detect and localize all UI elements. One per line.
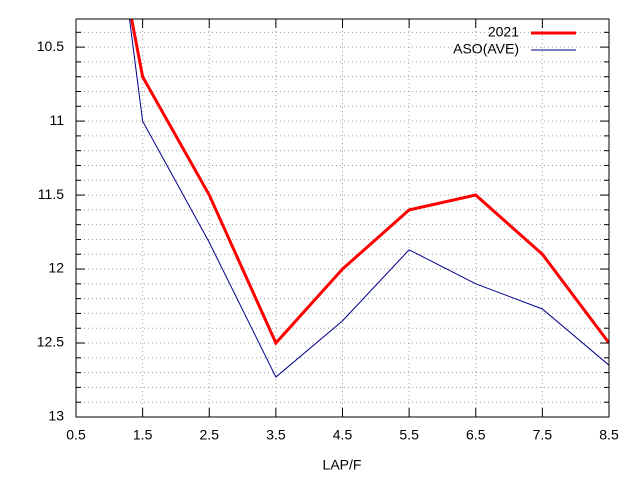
legend-label: 2021 bbox=[488, 24, 519, 40]
x-tick-label: 3.5 bbox=[266, 427, 286, 443]
x-tick-label: 1.5 bbox=[133, 427, 153, 443]
y-tick-label: 11 bbox=[49, 112, 64, 128]
x-tick-label: 2.5 bbox=[200, 427, 220, 443]
x-tick-label: 6.5 bbox=[466, 427, 486, 443]
y-tick-label: 11.5 bbox=[38, 186, 64, 202]
x-tick-label: 5.5 bbox=[399, 427, 419, 443]
series-line bbox=[130, 19, 609, 346]
legend-label: ASO(AVE) bbox=[453, 41, 519, 57]
y-tick-label: 12 bbox=[48, 260, 64, 276]
plot-frame bbox=[75, 18, 610, 418]
x-tick-label: 4.5 bbox=[333, 427, 353, 443]
x-tick-label: 0.5 bbox=[66, 427, 86, 443]
x-tick-label: 7.5 bbox=[533, 427, 553, 443]
x-tick-label: 8.5 bbox=[599, 427, 619, 443]
y-tick-label: 12.5 bbox=[37, 334, 64, 350]
y-tick-label: 13 bbox=[48, 408, 64, 424]
series-line bbox=[128, 19, 609, 378]
y-tick-label: 10.5 bbox=[37, 38, 64, 54]
x-axis-label: LAP/F bbox=[323, 457, 362, 473]
